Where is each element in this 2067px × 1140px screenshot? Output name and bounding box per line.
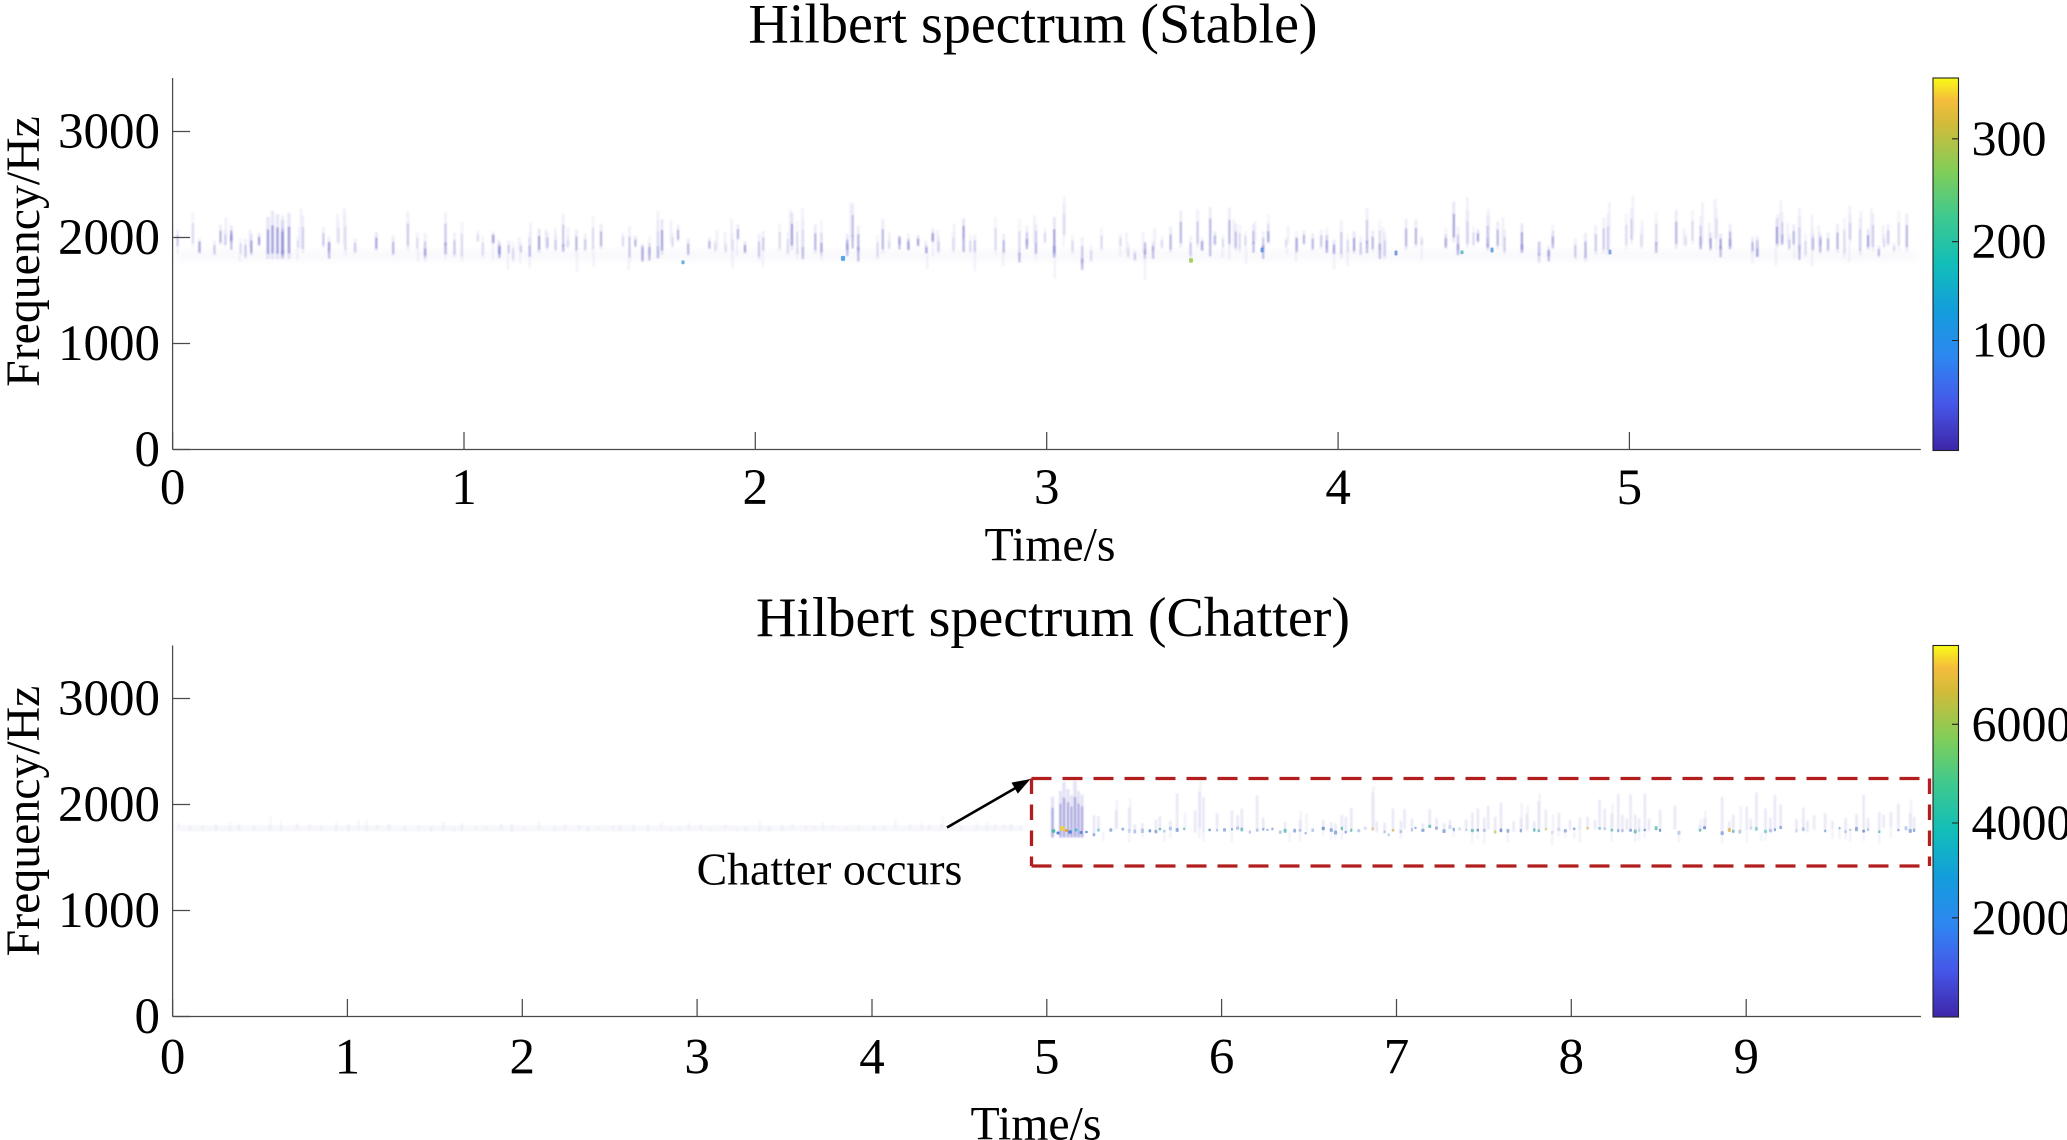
- svg-text:4: 4: [1325, 460, 1351, 516]
- svg-text:2: 2: [510, 1030, 536, 1086]
- svg-text:200: 200: [1972, 213, 2047, 269]
- svg-text:3000: 3000: [58, 671, 160, 727]
- svg-text:5: 5: [1617, 460, 1643, 516]
- svg-text:2000: 2000: [58, 777, 160, 833]
- svg-text:3: 3: [684, 1030, 710, 1086]
- svg-text:2: 2: [743, 460, 769, 516]
- svg-text:7: 7: [1384, 1030, 1410, 1086]
- svg-text:0: 0: [135, 989, 161, 1045]
- svg-text:2000: 2000: [58, 210, 160, 266]
- svg-text:0: 0: [160, 1030, 186, 1086]
- svg-text:Time/s: Time/s: [984, 518, 1115, 571]
- svg-text:9: 9: [1733, 1030, 1759, 1086]
- svg-text:4000: 4000: [1972, 794, 2067, 850]
- svg-text:1000: 1000: [58, 316, 160, 372]
- svg-text:4: 4: [859, 1030, 885, 1086]
- svg-text:1: 1: [335, 1030, 361, 1086]
- svg-text:Hilbert spectrum (Chatter): Hilbert spectrum (Chatter): [756, 587, 1350, 649]
- svg-text:Chatter occurs: Chatter occurs: [697, 844, 963, 895]
- svg-text:Time/s: Time/s: [970, 1098, 1101, 1140]
- svg-text:8: 8: [1559, 1030, 1585, 1086]
- svg-text:1000: 1000: [58, 883, 160, 939]
- svg-text:2000: 2000: [1972, 889, 2067, 945]
- svg-text:Hilbert spectrum (Stable): Hilbert spectrum (Stable): [748, 0, 1317, 55]
- svg-text:100: 100: [1972, 312, 2047, 368]
- svg-text:0: 0: [160, 460, 186, 516]
- svg-text:5: 5: [1034, 1030, 1060, 1086]
- svg-text:1: 1: [451, 460, 477, 516]
- svg-text:300: 300: [1972, 110, 2047, 166]
- svg-text:6: 6: [1209, 1030, 1235, 1086]
- svg-text:6000: 6000: [1972, 695, 2067, 751]
- svg-text:0: 0: [135, 422, 161, 478]
- svg-text:3: 3: [1034, 460, 1060, 516]
- svg-text:Frequency/Hz: Frequency/Hz: [0, 686, 50, 957]
- svg-text:3000: 3000: [58, 104, 160, 160]
- svg-text:Frequency/Hz: Frequency/Hz: [0, 116, 50, 387]
